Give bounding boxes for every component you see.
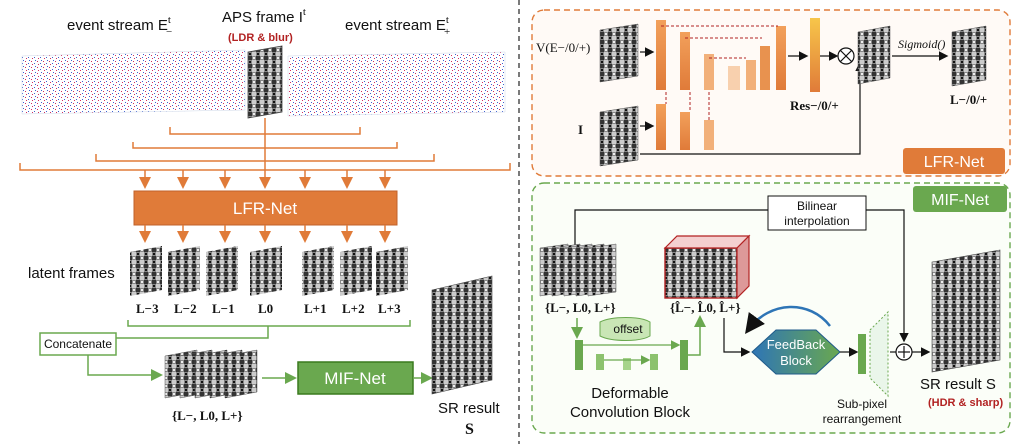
latent-label-1: L−2	[174, 301, 197, 316]
latent-frame-l2	[340, 246, 372, 296]
i-input-image	[599, 105, 639, 167]
bilinear-box	[767, 195, 867, 231]
sigmoid-label: Sigmoid()	[898, 37, 945, 51]
latent-frame-l-2	[168, 246, 200, 296]
subpixel-label-2: rearrangement	[823, 412, 902, 426]
latent-frame-l-1	[206, 246, 238, 296]
event-stream-plus-image	[287, 51, 506, 117]
lfr-output-arrows	[139, 225, 391, 243]
event-stream-plus-label: event stream Et +	[345, 14, 450, 38]
subpixel-bar	[858, 334, 866, 374]
set-label-left: {L−, L0, L+}	[172, 408, 243, 423]
aps-note: (LDR & blur)	[228, 32, 293, 44]
res-block	[810, 18, 820, 92]
aps-frame-image	[247, 45, 283, 119]
hat-to-feedback-arrow	[723, 318, 751, 357]
bilinear-out-line	[866, 209, 909, 343]
bilinear-label-2: interpolation	[784, 214, 849, 228]
deform-to-hat-arrow	[688, 315, 706, 356]
lfr-output-label: L−/0/+	[950, 92, 987, 107]
mif-set-hat-label: {L̂−, L̂0, L̂+}	[670, 300, 741, 315]
subpixel-expand	[869, 310, 889, 398]
mif-net-panel	[531, 182, 1011, 434]
feedback-label-1: FeedBack	[767, 337, 826, 352]
bilinear-label-1: Bilinear	[797, 199, 837, 213]
concat-arrow	[87, 355, 163, 381]
latent-frame-l1	[302, 246, 334, 296]
event-stream-minus-label: event stream Et −	[67, 14, 172, 38]
lfr-output-image	[951, 25, 987, 87]
sr-result-image-left	[431, 275, 493, 395]
latent-frame-labels: L−3 L−2 L−1 L0 L+1 L+2 L+3	[136, 301, 401, 316]
feedback-loop-arrow	[745, 305, 831, 335]
skip-links	[661, 25, 778, 120]
mif-input-frames	[539, 243, 617, 297]
mif-net-label: MIF-Net	[324, 369, 386, 388]
lfr-net-block	[133, 190, 398, 226]
vox-input-label: V(E−/0/+)	[536, 40, 590, 55]
mif-hat-frames	[663, 234, 751, 300]
concat-link	[116, 326, 269, 339]
i-input-label: I	[578, 122, 583, 137]
stacked-frames-left	[164, 349, 258, 399]
latent-frames-label: latent frames	[28, 265, 115, 282]
sr-result-image-right	[931, 249, 1001, 373]
aps-frame-label: APS frame It	[222, 6, 306, 26]
sr-result-label-left: SR result	[438, 400, 501, 417]
vox-input-image	[599, 23, 639, 83]
latent-frame-l0	[250, 246, 282, 296]
green-bracket	[127, 320, 411, 327]
latent-label-4: L+1	[304, 301, 327, 316]
lfr-net-label: LFR-Net	[233, 199, 298, 218]
res-label: Res−/0/+	[790, 98, 839, 113]
bilinear-in-line	[574, 209, 768, 248]
deform-label-2: Convolution Block	[570, 404, 691, 421]
sr-symbol-left: S	[465, 421, 474, 438]
i-to-mult-arrow	[640, 61, 865, 155]
event-stream-minus-image	[21, 49, 246, 115]
latent-frame-l-3	[130, 246, 162, 296]
subpixel-label-1: Sub-pixel	[837, 397, 887, 411]
latent-label-0: L−3	[136, 301, 159, 316]
deformable-conv-block	[575, 317, 688, 370]
mult-output-image	[857, 25, 891, 85]
sr-result-label-right: SR result S	[920, 376, 996, 393]
latent-label-3: L0	[258, 301, 273, 316]
concatenate-box	[39, 332, 117, 356]
lfr-unet	[656, 20, 786, 150]
concatenate-label: Concatenate	[44, 337, 112, 351]
latent-frame-l3	[376, 246, 408, 296]
deform-label-1: Deformable	[591, 385, 669, 402]
mif-set-in-label: {L−, L0, L+}	[545, 300, 616, 315]
lfr-net-tag-label: LFR-Net	[924, 154, 985, 171]
lfr-input-arrows	[139, 170, 391, 189]
mif-net-tag-label: MIF-Net	[931, 192, 989, 209]
latent-label-5: L+2	[342, 301, 365, 316]
latent-frames	[130, 246, 408, 296]
latent-label-2: L−1	[212, 301, 235, 316]
mif-net-block	[297, 361, 414, 395]
feedback-label-2: Block	[780, 353, 812, 368]
mif-net-tag	[913, 186, 1007, 212]
offset-label: offset	[613, 322, 643, 336]
latent-label-6: L+3	[378, 301, 401, 316]
lfr-net-tag	[903, 148, 1005, 174]
sr-note: (HDR & sharp)	[928, 397, 1004, 409]
bracket-tree	[19, 118, 511, 171]
